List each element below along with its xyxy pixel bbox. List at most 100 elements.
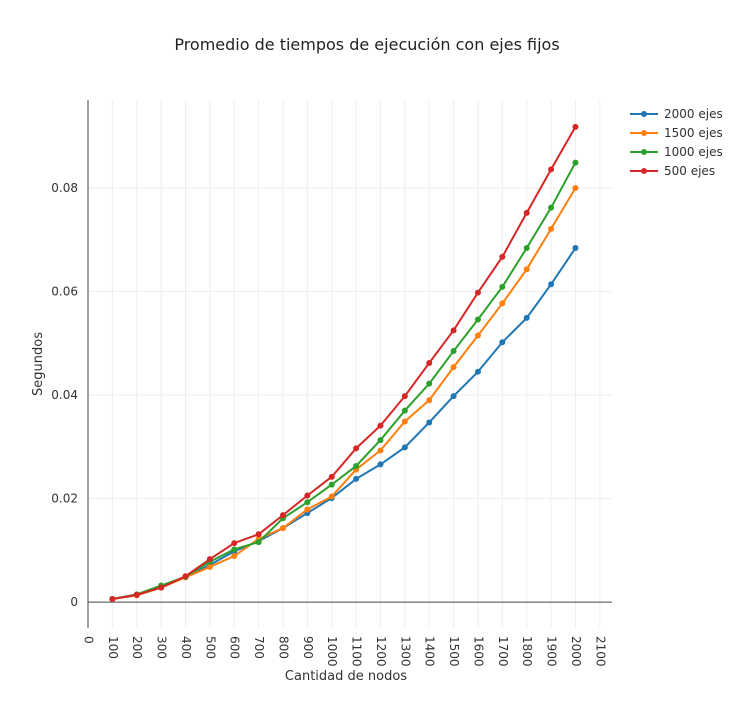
data-point[interactable] xyxy=(279,525,286,532)
data-point[interactable] xyxy=(353,475,360,482)
y-tick-label: 0.04 xyxy=(51,388,78,402)
x-tick-label: 1100 xyxy=(350,636,364,667)
x-axis-title: Cantidad de nodos xyxy=(285,669,407,684)
data-point[interactable] xyxy=(548,166,555,173)
x-tick-label: 1800 xyxy=(520,636,534,667)
data-point[interactable] xyxy=(377,422,384,429)
data-point[interactable] xyxy=(548,281,555,288)
data-point[interactable] xyxy=(548,204,555,211)
data-point[interactable] xyxy=(304,492,311,499)
data-point[interactable] xyxy=(450,364,457,371)
y-tick-labels: 0 0.02 0.04 0.06 0.08 xyxy=(51,181,78,609)
x-tick-label: 1900 xyxy=(545,636,559,667)
x-tick-label: 1400 xyxy=(423,636,437,667)
data-point[interactable] xyxy=(133,591,140,598)
legend-item[interactable]: 1500 ejes xyxy=(630,126,723,140)
x-tick-label: 100 xyxy=(106,636,120,659)
x-tick-label: 0 xyxy=(82,636,96,644)
y-tick-label: 0.08 xyxy=(51,181,78,195)
data-point[interactable] xyxy=(450,393,457,400)
data-point[interactable] xyxy=(572,185,579,191)
legend-item[interactable]: 1000 ejes xyxy=(630,145,723,159)
legend-item[interactable]: 500 ejes xyxy=(630,164,715,178)
data-point[interactable] xyxy=(255,539,262,546)
x-tick-label: 1200 xyxy=(374,636,388,667)
x-tick-label: 200 xyxy=(130,636,144,659)
data-point[interactable] xyxy=(304,499,311,506)
y-axis-title: Segundos xyxy=(31,332,46,396)
data-point[interactable] xyxy=(353,462,360,469)
series-500-ejes xyxy=(109,123,579,603)
x-tick-label: 2000 xyxy=(569,636,583,667)
data-point[interactable] xyxy=(450,327,457,334)
axes xyxy=(87,100,612,628)
data-point[interactable] xyxy=(572,159,579,166)
data-point[interactable] xyxy=(328,481,335,488)
x-tick-label: 1000 xyxy=(325,636,339,667)
legend-swatch-marker xyxy=(641,111,647,117)
data-point[interactable] xyxy=(499,300,506,307)
data-point[interactable] xyxy=(548,225,555,232)
data-point[interactable] xyxy=(377,461,384,468)
x-tick-label: 800 xyxy=(276,636,290,659)
y-tick-label: 0.02 xyxy=(51,492,78,506)
data-point[interactable] xyxy=(353,445,360,452)
x-tick-label: 1700 xyxy=(496,636,510,667)
legend-item[interactable]: 2000 ejes xyxy=(630,107,723,121)
data-point[interactable] xyxy=(158,584,165,591)
data-point[interactable] xyxy=(401,418,408,425)
x-tick-label: 1300 xyxy=(398,636,412,667)
data-point[interactable] xyxy=(426,359,433,366)
data-point[interactable] xyxy=(377,437,384,444)
data-point[interactable] xyxy=(523,245,530,252)
x-tick-label: 900 xyxy=(301,636,315,659)
data-point[interactable] xyxy=(401,444,408,451)
data-point[interactable] xyxy=(523,314,530,321)
data-point[interactable] xyxy=(304,506,311,513)
data-point[interactable] xyxy=(523,209,530,216)
x-tick-label: 1600 xyxy=(471,636,485,667)
data-point[interactable] xyxy=(231,553,238,560)
grid-lines xyxy=(88,100,612,628)
x-tick-labels: 0 100 200 300 400 500 600 700 800 900 1000 1100 1200… xyxy=(82,636,608,667)
data-point[interactable] xyxy=(231,540,238,547)
data-point[interactable] xyxy=(231,546,238,553)
data-point[interactable] xyxy=(206,556,213,563)
data-point[interactable] xyxy=(499,283,506,290)
series-line xyxy=(112,126,577,600)
chart-title: Promedio de tiempos de ejecución con eje… xyxy=(174,35,559,54)
data-point[interactable] xyxy=(426,419,433,426)
data-point[interactable] xyxy=(474,316,481,323)
legend-label: 500 ejes xyxy=(664,164,715,178)
data-point[interactable] xyxy=(401,393,408,400)
x-tick-label: 1500 xyxy=(447,636,461,667)
data-point[interactable] xyxy=(109,596,116,603)
data-point[interactable] xyxy=(255,531,262,538)
data-point[interactable] xyxy=(206,563,213,570)
data-point[interactable] xyxy=(499,253,506,260)
legend-label: 2000 ejes xyxy=(664,107,723,121)
data-point[interactable] xyxy=(474,332,481,339)
legend-swatch-marker xyxy=(641,130,647,136)
data-point[interactable] xyxy=(572,123,579,130)
legend[interactable]: 2000 ejes 1500 ejes 1000 ejes 500 ejes xyxy=(630,107,723,178)
data-point[interactable] xyxy=(182,573,189,580)
data-point[interactable] xyxy=(450,348,457,355)
data-point[interactable] xyxy=(426,380,433,387)
data-point[interactable] xyxy=(328,473,335,480)
legend-swatch-marker xyxy=(641,149,647,155)
data-point[interactable] xyxy=(474,368,481,375)
data-point[interactable] xyxy=(426,397,433,404)
data-point[interactable] xyxy=(474,289,481,296)
series-1000-ejes xyxy=(109,159,579,603)
data-point[interactable] xyxy=(377,447,384,454)
data-point[interactable] xyxy=(328,493,335,500)
data-point[interactable] xyxy=(499,339,506,346)
data-point[interactable] xyxy=(572,245,579,252)
x-tick-label: 400 xyxy=(179,636,193,659)
legend-swatch-marker xyxy=(641,168,647,174)
data-point[interactable] xyxy=(279,512,286,519)
data-point[interactable] xyxy=(523,266,530,273)
data-point[interactable] xyxy=(401,407,408,414)
